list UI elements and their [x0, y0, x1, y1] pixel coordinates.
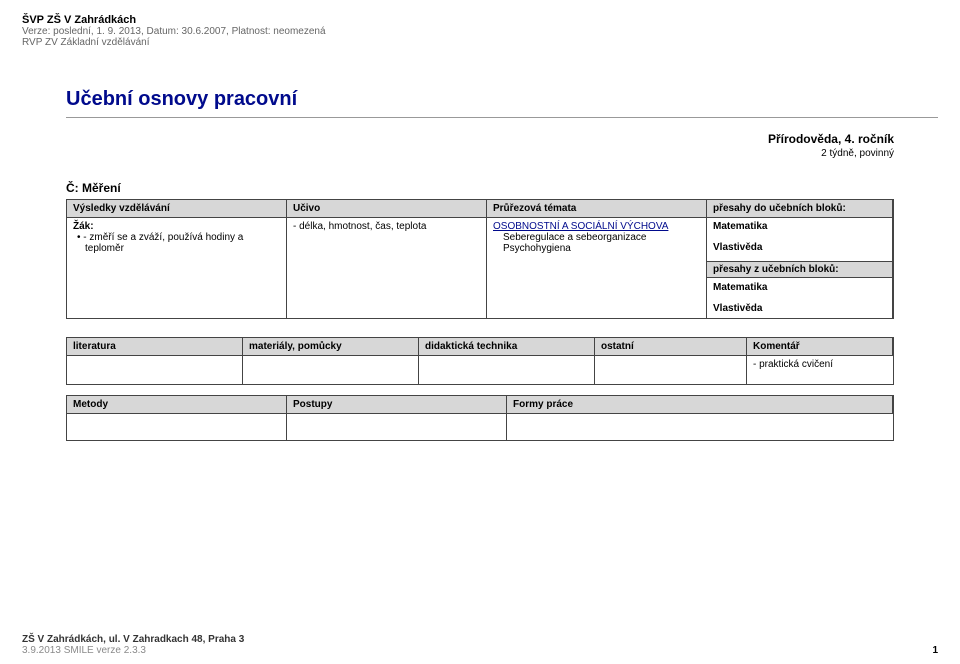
- overlap-from-1: Matematika: [713, 282, 886, 293]
- met-h3: Formy práce: [507, 396, 893, 414]
- col-header-overlaps-into: přesahy do učebních bloků:: [707, 200, 893, 218]
- subject-block: Přírodověda, 4. ročník 2 týdně, povinný: [22, 132, 894, 159]
- overlap-from-2: Vlastivěda: [713, 303, 886, 314]
- met-b2: [287, 414, 507, 440]
- col-header-ucivo: Učivo: [287, 200, 487, 218]
- met-h2: Postupy: [287, 396, 507, 414]
- lit-h1: literatura: [67, 338, 243, 356]
- tema-sub2: Psychohygiena: [493, 243, 700, 254]
- title-block: Učební osnovy pracovní: [66, 88, 938, 118]
- lit-b5: - praktická cvičení: [747, 356, 893, 384]
- col-header-temata: Průřezová témata: [487, 200, 707, 218]
- subject-name: Přírodověda, 4. ročník: [22, 132, 894, 146]
- literature-grid: literatura materiály, pomůcky didaktická…: [66, 337, 894, 385]
- page: ŠVP ZŠ V Zahrádkách Verze: poslední, 1. …: [0, 0, 960, 664]
- met-b3: [507, 414, 893, 440]
- overlaps-cell: Matematika Vlastivěda přesahy z učebních…: [707, 218, 893, 318]
- header-line2: Verze: poslední, 1. 9. 2013, Datum: 30.6…: [22, 26, 938, 37]
- overlap-into-1: Matematika: [713, 221, 886, 232]
- met-b1: [67, 414, 287, 440]
- unit-title: Č: Měření: [66, 181, 894, 195]
- lit-h4: ostatní: [595, 338, 747, 356]
- overlap-into-2: Vlastivěda: [713, 242, 886, 253]
- tema-heading: OSOBNOSTNÍ A SOCIÁLNÍ VÝCHOVA: [493, 221, 700, 232]
- col-header-outcomes: Výsledky vzdělávání: [67, 200, 287, 218]
- lit-h2: materiály, pomůcky: [243, 338, 419, 356]
- bullet-glyph: •: [77, 232, 81, 243]
- ucivo-text: - délka, hmotnost, čas, teplota: [293, 221, 480, 232]
- tema-link[interactable]: OSOBNOSTNÍ A SOCIÁLNÍ VÝCHOVA: [493, 221, 668, 232]
- met-h1: Metody: [67, 396, 287, 414]
- zak-label: Žák:: [73, 221, 280, 232]
- tema-sub1: Seberegulace a sebeorganizace: [493, 232, 700, 243]
- footer-line1: ZŠ V Zahrádkách, ul. V Zahradkach 48, Pr…: [22, 634, 938, 645]
- header-line1: ŠVP ZŠ V Zahrádkách: [22, 14, 938, 26]
- header-line3: RVP ZV Základní vzdělávání: [22, 37, 938, 48]
- footer-line2: 3.9.2013 SMILE verze 2.3.3: [22, 645, 938, 656]
- main-grid: Výsledky vzdělávání Učivo Průřezová téma…: [66, 199, 894, 319]
- subject-weeks: 2 týdně, povinný: [22, 148, 894, 159]
- lit-h3: didaktická technika: [419, 338, 595, 356]
- lit-b2: [243, 356, 419, 384]
- title-divider: [66, 117, 938, 118]
- lit-b4: [595, 356, 747, 384]
- outcome-item: • - změří se a zváží, používá hodiny a t…: [73, 232, 280, 254]
- temata-cell: OSOBNOSTNÍ A SOCIÁLNÍ VÝCHOVA Seberegula…: [487, 218, 707, 318]
- page-number: 1: [932, 645, 938, 656]
- doc-header: ŠVP ZŠ V Zahrádkách Verze: poslední, 1. …: [22, 14, 938, 48]
- page-title: Učební osnovy pracovní: [66, 88, 938, 117]
- footer: ZŠ V Zahrádkách, ul. V Zahradkach 48, Pr…: [22, 634, 938, 656]
- col-header-overlaps-from: přesahy z učebních bloků:: [707, 261, 892, 278]
- content: Č: Měření Výsledky vzdělávání Učivo Průř…: [66, 181, 894, 441]
- lit-h5: Komentář: [747, 338, 893, 356]
- outcome-text: - změří se a zváží, používá hodiny a tep…: [83, 232, 243, 254]
- lit-b3: [419, 356, 595, 384]
- lit-b1: [67, 356, 243, 384]
- methods-grid: Metody Postupy Formy práce: [66, 395, 894, 441]
- ucivo-cell: - délka, hmotnost, čas, teplota: [287, 218, 487, 318]
- outcomes-cell: Žák: • - změří se a zváží, používá hodin…: [67, 218, 287, 318]
